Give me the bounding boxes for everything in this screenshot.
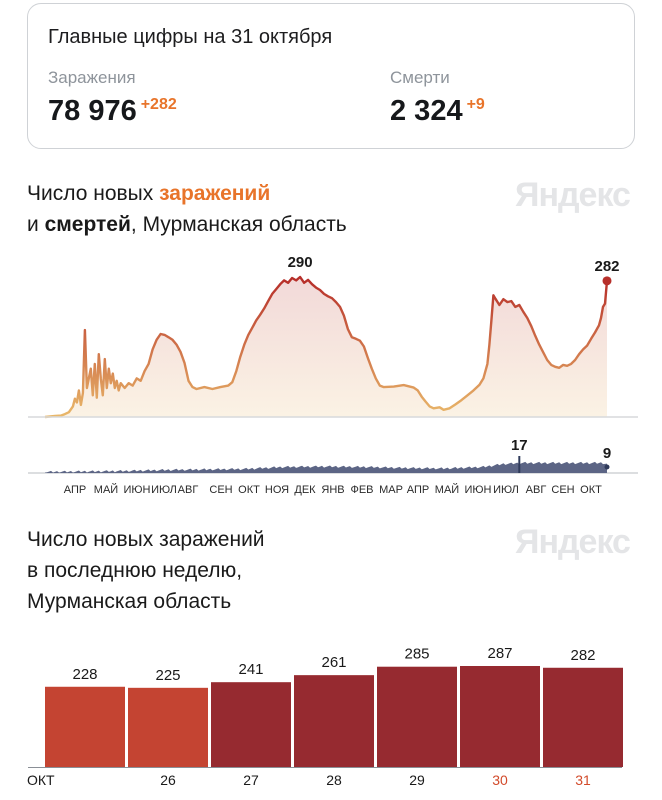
- weekly-bar: [128, 687, 208, 767]
- chart1-title-deaths: смертей: [44, 213, 131, 236]
- month-label: ИЮЛ: [493, 484, 519, 496]
- bar-category-label: 30: [492, 772, 508, 788]
- chart1-title-infections: заражений: [159, 182, 271, 205]
- deaths-stat: Смерти 2 324 +9: [390, 68, 485, 128]
- weekly-bar: [45, 686, 125, 767]
- chart2-title-line-3: Мурманская область: [27, 590, 232, 613]
- deaths-annotation: 17: [511, 437, 528, 454]
- deaths-delta: +9: [466, 96, 485, 113]
- chart1-title-region: , Мурманская область: [130, 213, 347, 236]
- month-label: ФЕВ: [350, 484, 373, 496]
- bar-category-label: ОКТ: [27, 772, 55, 788]
- chart2-title-line-1: Число новых заражений: [27, 528, 265, 551]
- deaths-annotation: 9: [603, 445, 611, 462]
- weekly-bar: [294, 675, 374, 767]
- bar-category-label: 31: [575, 772, 591, 788]
- summary-card: Главные цифры на 31 октября Заражения 78…: [27, 3, 635, 149]
- bar-value-label: 285: [404, 646, 429, 663]
- month-label: МАЙ: [435, 483, 459, 496]
- cases-annotation: 290: [288, 254, 313, 271]
- chart2-title: Число новых заражений в последнюю неделю…: [27, 524, 265, 617]
- yandex-watermark-2: Яндекс: [515, 523, 631, 561]
- bar-value-label: 261: [321, 654, 346, 671]
- month-label: АПР: [64, 484, 86, 496]
- cases-line: [44, 275, 609, 419]
- month-label: ДЕК: [294, 484, 316, 496]
- bar-value-label: 228: [72, 666, 97, 683]
- cases-deaths-chart: 290 282 17 9 АПР МАЙ ИЮН ИЮЛ АВГ СЕН ОКТ НОЯ ДЕК ЯН…: [28, 254, 638, 496]
- chart1-title: Число новых заражений и смертей, Мурманс…: [27, 178, 347, 240]
- month-label: СЕН: [551, 484, 574, 496]
- weekly-bar: [543, 667, 623, 767]
- weekly-bar: [211, 682, 291, 767]
- deaths-area: [45, 461, 607, 473]
- month-label: АВГ: [178, 484, 199, 496]
- month-label: МАР: [379, 484, 403, 496]
- chart1-title-and: и: [27, 213, 39, 236]
- bar-value-label: 287: [487, 645, 512, 662]
- cases-area: [45, 277, 607, 417]
- month-label: НОЯ: [265, 484, 289, 496]
- month-label: СЕН: [209, 484, 232, 496]
- month-label: ЯНВ: [321, 484, 344, 496]
- month-label: ИЮН: [124, 484, 151, 496]
- cases-last-point: [602, 276, 612, 286]
- weekly-bar: [377, 666, 457, 767]
- infections-delta: +282: [140, 96, 177, 113]
- bar-category-label: 27: [243, 772, 259, 788]
- month-label: АПР: [407, 484, 429, 496]
- deaths-last-point: [604, 464, 610, 470]
- month-label: ИЮЛ: [151, 484, 177, 496]
- month-label: АВГ: [526, 484, 547, 496]
- month-label: ОКТ: [238, 484, 260, 496]
- bar-category-label: 29: [409, 772, 425, 788]
- infections-value: 78 976: [48, 95, 137, 127]
- weekly-bar: [460, 666, 540, 767]
- chart2-title-line-2: в последнюю неделю,: [27, 559, 243, 582]
- yandex-watermark: Яндекс: [515, 176, 631, 214]
- chart1-title-part1: Число новых: [27, 182, 154, 205]
- summary-title: Главные цифры на 31 октября: [48, 26, 333, 48]
- cases-annotation: 282: [594, 258, 619, 275]
- month-label: ИЮН: [465, 484, 492, 496]
- infections-label: Заражения: [48, 68, 136, 87]
- bar-value-label: 225: [155, 667, 180, 684]
- deaths-label: Смерти: [390, 68, 450, 87]
- bar-value-label: 282: [570, 647, 595, 664]
- weekly-bars-chart: 228 225 241 261 285 287 282 ОКТ 26 27 28 29 30 31: [27, 645, 623, 788]
- bar-category-label: 26: [160, 772, 176, 788]
- deaths-value: 2 324: [390, 95, 463, 127]
- month-label: МАЙ: [94, 483, 118, 496]
- month-label: ОКТ: [580, 484, 602, 496]
- bar-value-label: 241: [238, 661, 263, 678]
- infections-stat: Заражения 78 976 +282: [48, 68, 177, 128]
- bar-category-label: 28: [326, 772, 342, 788]
